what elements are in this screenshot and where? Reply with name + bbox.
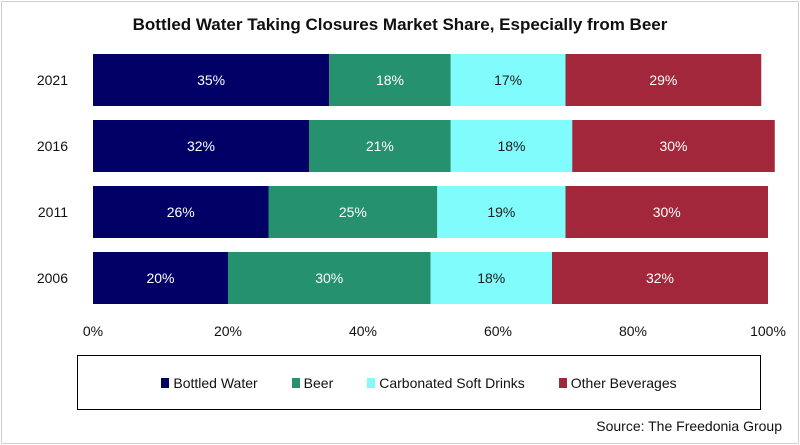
x-tick-label: 20% (214, 323, 242, 339)
bar-segment (329, 54, 451, 106)
legend-label: Beer (303, 374, 334, 391)
x-tick-label: 60% (484, 323, 512, 339)
data-label: 17% (494, 72, 522, 88)
bar-segment (572, 120, 775, 172)
source-note: Source: The Freedonia Group (596, 418, 782, 434)
y-tick-label: 2006 (37, 270, 68, 286)
bar-segment (228, 252, 431, 304)
bar-segment (565, 186, 768, 238)
legend-swatch (367, 377, 376, 388)
data-label: 25% (339, 204, 367, 220)
data-label: 35% (197, 72, 225, 88)
data-label: 32% (187, 138, 215, 154)
bar-segment (450, 120, 573, 172)
bar-segment (93, 54, 330, 106)
data-label: 18% (477, 270, 505, 286)
data-label: 30% (653, 204, 681, 220)
x-tick-label: 100% (750, 323, 786, 339)
x-tick-label: 80% (619, 323, 647, 339)
bar-segment (93, 252, 228, 304)
x-tick-label: 40% (349, 323, 377, 339)
y-tick-label: 2016 (37, 138, 68, 154)
bar-segment (565, 54, 762, 106)
bar-segment (93, 186, 269, 238)
legend-label: Other Beverages (570, 374, 677, 391)
legend-item: Carbonated Soft Drinks (367, 375, 525, 391)
legend-item: Bottled Water (161, 374, 258, 391)
legend: Bottled Water Beer Carbonated Soft Drinks O… (77, 355, 761, 410)
x-tick-label: 0% (83, 323, 103, 339)
data-label: 29% (649, 72, 677, 88)
data-label: 30% (659, 138, 687, 154)
bar-segment (552, 252, 768, 304)
chart-title: Bottled Water Taking Closures Market Sha… (132, 15, 668, 34)
legend-swatch (161, 377, 170, 388)
legend-item: Beer (291, 374, 334, 391)
legend-swatch (558, 377, 567, 388)
y-tick-label: 2011 (38, 204, 68, 220)
data-label: 30% (315, 270, 343, 286)
data-label: 18% (376, 72, 404, 88)
data-label: 32% (646, 270, 674, 286)
legend-swatch (291, 377, 300, 388)
bar-segment (309, 120, 451, 172)
data-label: 20% (146, 270, 174, 286)
data-label: 26% (167, 204, 195, 220)
data-label: 19% (487, 204, 515, 220)
legend-label: Carbonated Soft Drinks (379, 374, 525, 391)
legend-label: Bottled Water (173, 374, 258, 391)
bar-segment (437, 186, 566, 238)
legend-item: Other Beverages (558, 374, 677, 391)
y-tick-label: 2021 (37, 72, 68, 88)
data-label: 21% (366, 138, 394, 154)
bar-segment (268, 186, 438, 238)
bar-segment (450, 54, 566, 106)
data-label: 18% (497, 138, 525, 154)
bar-segment (93, 120, 309, 172)
bar-segment (430, 252, 552, 304)
